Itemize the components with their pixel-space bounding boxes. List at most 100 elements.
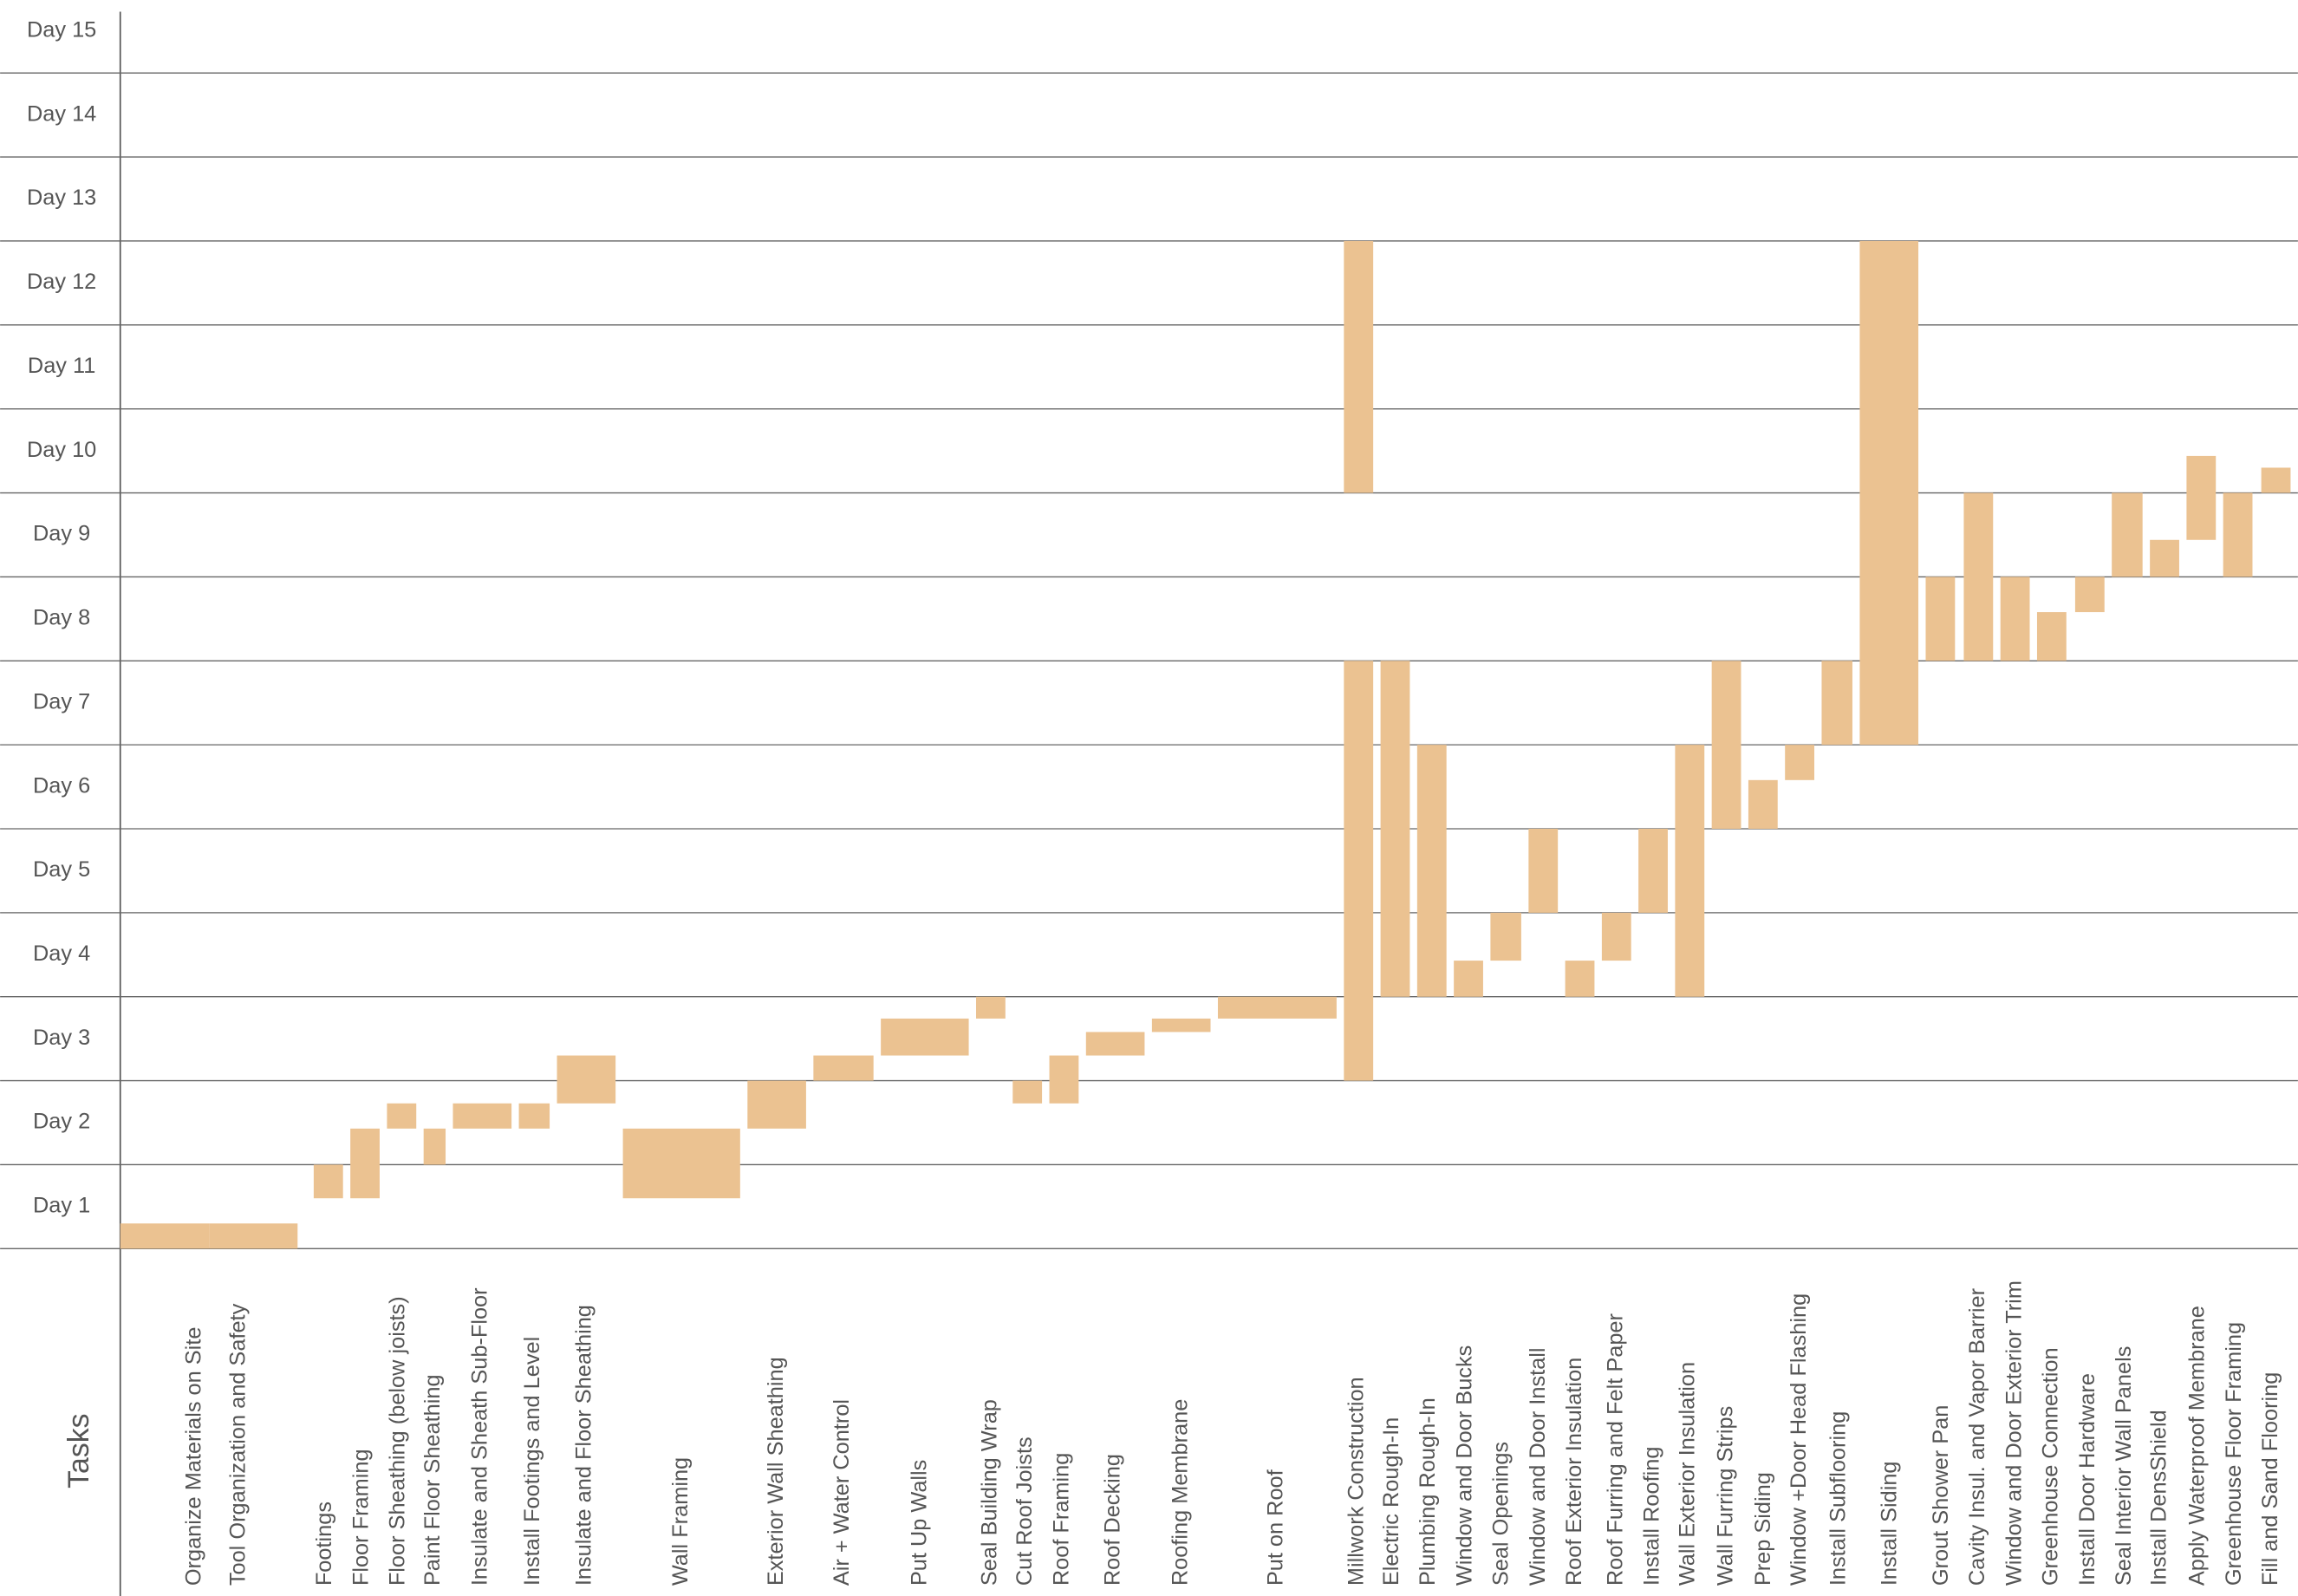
- task-label: Millwork Construction: [1344, 1377, 1368, 1586]
- task-bar: [1454, 961, 1483, 997]
- task-label: Greenhouse Connection: [2039, 1347, 2063, 1586]
- task-label: Install Siding: [1878, 1461, 1902, 1586]
- task-bar: [1821, 661, 1852, 746]
- task-bar: [1085, 1032, 1145, 1056]
- task-label: Insulate and Sheath Sub-Floor: [467, 1287, 491, 1586]
- task-bar: [518, 1103, 550, 1129]
- task-label: Grout Shower Pan: [1929, 1405, 1953, 1586]
- task-bar: [813, 1055, 874, 1081]
- task-label: Wall Furring Strips: [1713, 1406, 1737, 1586]
- task-bar: [1151, 1018, 1211, 1033]
- task-bar: [1785, 745, 1815, 780]
- task-bar: [1490, 912, 1521, 961]
- task-label: Greenhouse Floor Framing: [2222, 1322, 2246, 1586]
- task-bar: [1344, 661, 1374, 1081]
- task-label: Insulate and Floor Sheathing: [571, 1305, 596, 1586]
- task-label: Install Footings and Level: [520, 1337, 544, 1586]
- task-label: Seal Openings: [1489, 1442, 1514, 1586]
- task-label: Install Door Hardware: [2075, 1373, 2099, 1586]
- task-label: Floor Sheathing (below joists): [386, 1296, 410, 1586]
- task-bar: [1380, 661, 1410, 997]
- task-bar: [350, 1128, 380, 1199]
- task-bar: [1565, 961, 1595, 997]
- task-label: Prep Siding: [1751, 1472, 1775, 1586]
- task-label: Seal Interior Wall Panels: [2112, 1346, 2136, 1586]
- task-bar: [1963, 492, 1994, 661]
- task-bar: [423, 1128, 446, 1165]
- y-category-label: Day 3: [33, 1026, 90, 1050]
- task-bar: [1012, 1080, 1043, 1104]
- task-bar: [1217, 996, 1337, 1019]
- y-category-label: Day 1: [33, 1194, 90, 1218]
- task-label: Paint Floor Sheathing: [420, 1374, 445, 1586]
- task-label: Cut Roof Joists: [1012, 1436, 1037, 1586]
- y-category-label: Day 13: [27, 186, 96, 210]
- x-axis-label: Tasks: [62, 1413, 95, 1488]
- task-label: Roofing Membrane: [1168, 1399, 1192, 1586]
- task-bar: [2000, 577, 2030, 661]
- y-category-label: Day 5: [33, 857, 90, 882]
- y-category-label: Day 10: [27, 438, 96, 462]
- task-label: Apply Waterproof Membrane: [2185, 1306, 2210, 1586]
- y-category-label: Day 6: [33, 773, 90, 798]
- task-bar: [452, 1103, 512, 1129]
- task-bar: [1049, 1055, 1079, 1104]
- task-label: Put on Roof: [1263, 1469, 1287, 1586]
- task-label: Roof Exterior Insulation: [1562, 1358, 1586, 1586]
- task-label: Tool Organization and Safety: [225, 1303, 250, 1586]
- task-label: Plumbing Rough-In: [1416, 1397, 1440, 1586]
- y-category-label: Day 15: [27, 17, 96, 42]
- task-bar: [1601, 912, 1631, 961]
- y-category-label: Day 7: [33, 689, 90, 713]
- task-label: Roof Decking: [1101, 1454, 1125, 1586]
- task-label: Window and Door Bucks: [1452, 1345, 1476, 1586]
- task-bar: [209, 1223, 298, 1249]
- task-bar: [747, 1080, 806, 1129]
- task-label: Air + Water Control: [830, 1399, 854, 1586]
- task-bar: [976, 996, 1006, 1019]
- task-bar: [881, 1018, 969, 1056]
- task-bar: [1416, 745, 1447, 997]
- task-label: Install Roofing: [1640, 1447, 1664, 1586]
- task-bar: [1711, 661, 1741, 830]
- y-category-label: Day 9: [33, 522, 90, 546]
- task-bar: [1344, 240, 1374, 493]
- task-label: Wall Exterior Insulation: [1675, 1362, 1699, 1586]
- task-bar: [2074, 577, 2105, 613]
- task-bar: [1528, 829, 1559, 913]
- task-bar: [1925, 577, 1956, 661]
- task-bar: [1675, 745, 1705, 997]
- task-bar: [2036, 612, 2067, 661]
- task-bar: [1748, 779, 1778, 830]
- y-category-label: Day 14: [27, 101, 96, 126]
- task-bar: [1638, 829, 1668, 913]
- task-label: Window and Door Exterior Trim: [2002, 1280, 2026, 1586]
- task-label: Put Up Walls: [907, 1460, 931, 1586]
- y-category-label: Day 2: [33, 1110, 90, 1134]
- y-category-label: Day 12: [27, 270, 96, 294]
- task-bar: [2112, 492, 2143, 577]
- task-label: Cavity Insul. and Vapor Barrier: [1965, 1287, 1989, 1586]
- task-label: Exterior Wall Sheathing: [764, 1357, 788, 1586]
- task-label: Roof Framing: [1049, 1453, 1073, 1586]
- task-bar: [1859, 240, 1919, 746]
- y-category-label: Day 8: [33, 606, 90, 630]
- task-label: Window +Door Head Flashing: [1787, 1293, 1811, 1586]
- y-category-label: Day 4: [33, 941, 90, 966]
- task-label: Fill and Sand Flooring: [2258, 1372, 2282, 1586]
- task-label: Organize Materials on Site: [182, 1327, 206, 1586]
- task-bar: [622, 1128, 740, 1199]
- task-bar: [120, 1223, 210, 1249]
- task-bar: [313, 1164, 343, 1199]
- task-label: Seal Building Wrap: [978, 1399, 1002, 1586]
- task-label: Footings: [312, 1502, 336, 1586]
- task-bar: [2150, 539, 2179, 577]
- task-bar: [2186, 455, 2217, 540]
- task-bar: [2223, 492, 2253, 577]
- task-label: Wall Framing: [668, 1457, 693, 1586]
- task-bar: [387, 1103, 417, 1129]
- task-label: Roof Furring and Felt Paper: [1603, 1313, 1627, 1586]
- task-label: Window and Door Install: [1526, 1347, 1550, 1586]
